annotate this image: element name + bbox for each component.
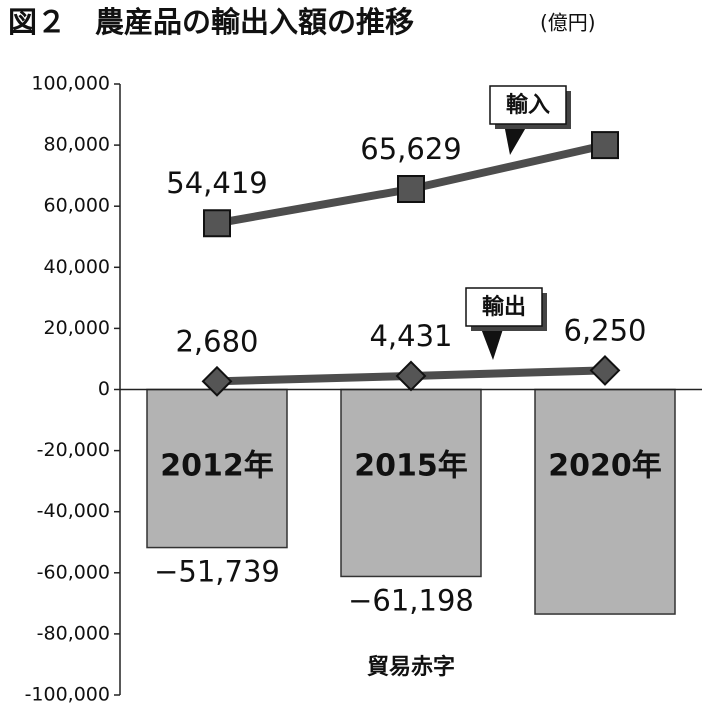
bar bbox=[340, 388, 482, 578]
category-label: 2012年 bbox=[160, 449, 274, 484]
marker bbox=[203, 209, 231, 238]
callout-pointer bbox=[480, 326, 504, 360]
marker bbox=[395, 360, 427, 392]
chart-title: 図２ 農産品の輸出入額の推移 bbox=[8, 5, 414, 39]
marker bbox=[201, 365, 233, 397]
y-tick-label: 0 bbox=[98, 378, 110, 400]
value-label: −51,739 bbox=[154, 555, 280, 589]
value-label: 65,629 bbox=[360, 132, 461, 166]
bar bbox=[534, 388, 676, 615]
value-label: 2,680 bbox=[175, 324, 258, 358]
y-tick-label: -20,000 bbox=[37, 439, 110, 461]
category-label: 2015年 bbox=[354, 449, 468, 484]
y-tick-label: 20,000 bbox=[44, 317, 110, 339]
y-tick-label: -80,000 bbox=[37, 622, 110, 644]
category-label: 2020年 bbox=[548, 449, 662, 484]
bar bbox=[146, 388, 288, 549]
y-tick-label: 60,000 bbox=[44, 195, 110, 217]
marker bbox=[397, 175, 425, 204]
y-tick-label: 40,000 bbox=[44, 256, 110, 278]
marker bbox=[589, 354, 621, 386]
y-tick-label: -100,000 bbox=[25, 684, 110, 706]
y-tick-label: -60,000 bbox=[37, 561, 110, 583]
value-label: 54,419 bbox=[166, 166, 267, 200]
legend-label: 輸入 bbox=[506, 92, 550, 118]
legend-label: 輸出 bbox=[482, 294, 526, 320]
callout-box bbox=[489, 85, 567, 125]
y-tick-label: 80,000 bbox=[44, 134, 110, 156]
marker bbox=[591, 131, 619, 160]
callout-pointer bbox=[504, 124, 528, 155]
value-label: −61,198 bbox=[348, 583, 474, 617]
unit-label: (億円) bbox=[540, 11, 596, 35]
y-tick-label: -40,000 bbox=[37, 500, 110, 522]
value-label: 6,250 bbox=[563, 313, 646, 347]
callout-box bbox=[465, 287, 543, 327]
value-label: 4,431 bbox=[369, 319, 452, 353]
series-label: 貿易赤字 bbox=[367, 654, 455, 680]
y-tick-label: 100,000 bbox=[31, 73, 110, 95]
